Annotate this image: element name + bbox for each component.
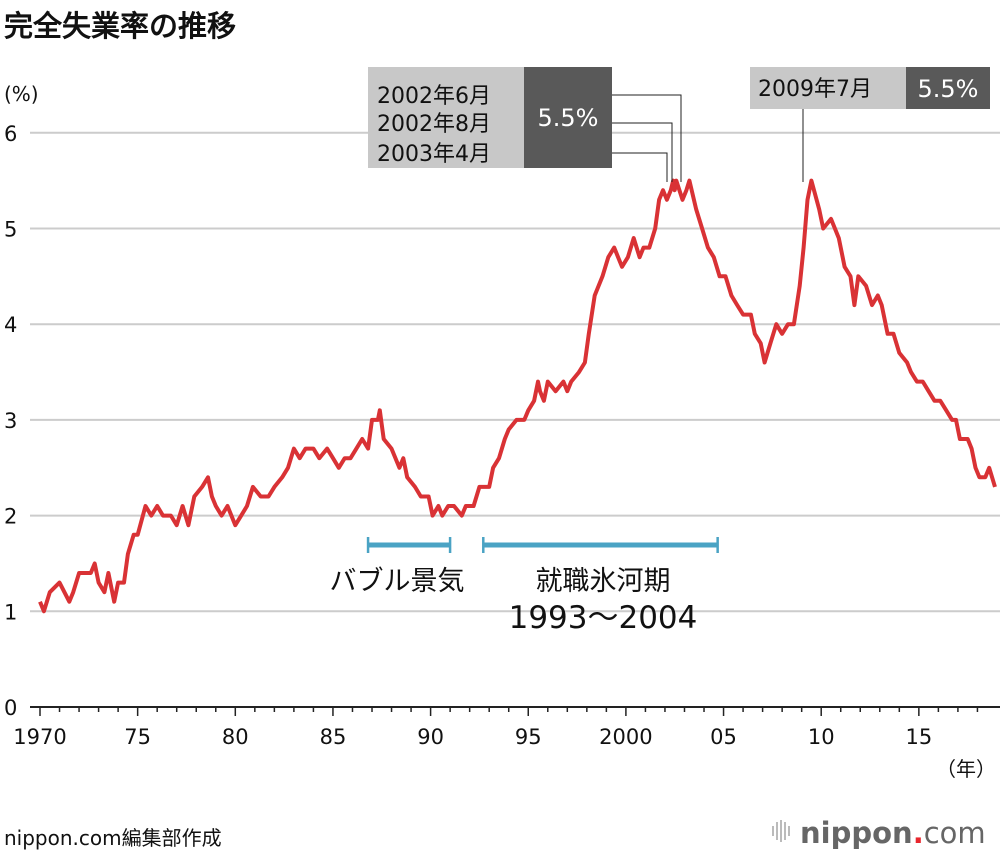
credit-text: nippon.com編集部作成 xyxy=(4,826,222,850)
period-years-label: 1993〜2004 xyxy=(509,600,698,636)
annotation-value: 5.5% xyxy=(538,104,599,132)
svg-text:nippon.com: nippon.com xyxy=(800,816,986,850)
x-tick-label: 10 xyxy=(808,725,835,749)
annotation-date: 2002年6月 xyxy=(377,84,491,109)
x-tick-label: 85 xyxy=(320,725,347,749)
y-tick-label: 3 xyxy=(4,409,17,433)
annotation-value-box xyxy=(906,67,990,109)
annotation-leader xyxy=(612,152,668,182)
annotation-date: 2003年4月 xyxy=(377,142,491,167)
annotation-date-box xyxy=(750,67,906,109)
annotation-value-box xyxy=(524,67,612,168)
x-unit-label: （年） xyxy=(936,757,996,781)
nippon-logo: nippon.com xyxy=(772,816,986,850)
x-tick-label: 05 xyxy=(710,725,737,749)
annotation-leader xyxy=(612,122,673,182)
y-tick-label: 4 xyxy=(4,313,17,337)
logo-bars-icon xyxy=(772,820,790,842)
period-label: バブル景気 xyxy=(330,566,465,597)
y-tick-label: 2 xyxy=(4,505,17,529)
annotation-leader xyxy=(612,94,682,182)
y-tick-label: 6 xyxy=(4,122,17,146)
x-tick-label: 75 xyxy=(124,725,151,749)
chart-title: 完全失業率の推移 xyxy=(4,9,236,43)
y-tick-label: 1 xyxy=(4,600,17,624)
annotation-date: 2009年7月 xyxy=(758,77,872,102)
x-tick-label: 2000 xyxy=(599,725,652,749)
annotation-date-box xyxy=(368,67,524,168)
y-tick-label: 5 xyxy=(4,218,17,242)
x-tick-label: 15 xyxy=(905,725,932,749)
period-label: 就職氷河期 xyxy=(536,566,671,597)
x-tick-label: 90 xyxy=(417,725,444,749)
x-tick-label: 80 xyxy=(222,725,249,749)
annotation-value: 5.5% xyxy=(918,75,979,103)
x-tick-label: 1970 xyxy=(13,725,66,749)
y-unit-label: (%) xyxy=(4,82,39,106)
unemployment-rate-line xyxy=(38,178,997,614)
annotation-date: 2002年8月 xyxy=(377,112,491,137)
x-tick-label: 95 xyxy=(515,725,542,749)
y-tick-label: 0 xyxy=(4,696,17,720)
